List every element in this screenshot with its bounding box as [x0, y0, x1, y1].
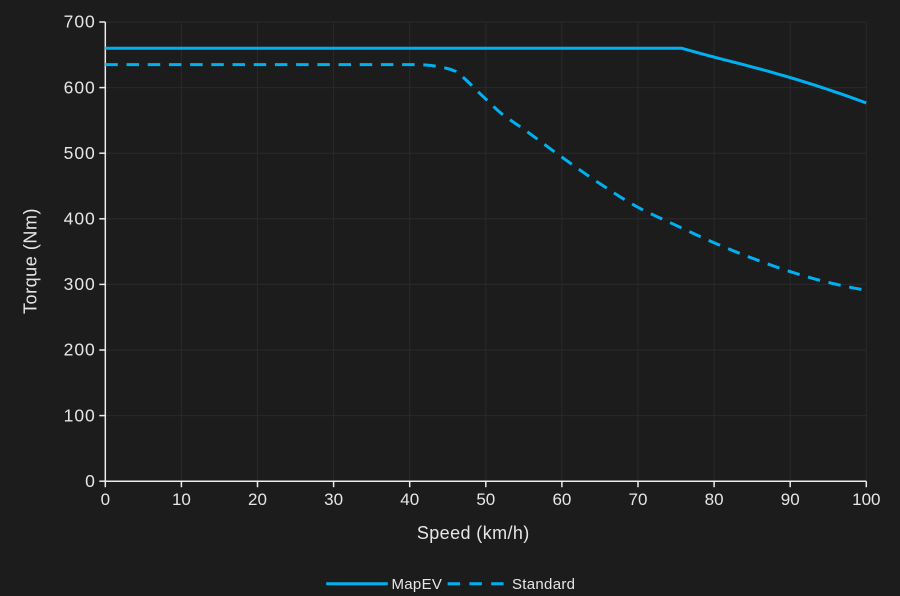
- svg-text:50: 50: [476, 490, 495, 509]
- svg-text:10: 10: [172, 490, 191, 509]
- svg-text:100: 100: [64, 405, 96, 425]
- svg-text:MapEV: MapEV: [392, 576, 443, 593]
- svg-text:500: 500: [64, 143, 96, 163]
- svg-text:100: 100: [852, 490, 880, 509]
- svg-text:80: 80: [705, 490, 724, 509]
- svg-text:90: 90: [781, 490, 800, 509]
- svg-text:20: 20: [248, 490, 267, 509]
- svg-text:300: 300: [64, 274, 96, 294]
- svg-text:40: 40: [400, 490, 419, 509]
- svg-text:0: 0: [85, 471, 96, 491]
- svg-text:400: 400: [64, 209, 96, 229]
- svg-text:Torque (Nm): Torque (Nm): [21, 208, 41, 314]
- svg-text:600: 600: [64, 77, 96, 97]
- svg-text:Standard: Standard: [512, 576, 575, 593]
- svg-text:70: 70: [629, 490, 648, 509]
- svg-text:0: 0: [101, 490, 110, 509]
- svg-text:30: 30: [324, 490, 343, 509]
- svg-text:60: 60: [552, 490, 571, 509]
- svg-text:Speed (km/h): Speed (km/h): [417, 523, 530, 543]
- svg-text:700: 700: [64, 12, 96, 32]
- svg-text:200: 200: [64, 340, 96, 360]
